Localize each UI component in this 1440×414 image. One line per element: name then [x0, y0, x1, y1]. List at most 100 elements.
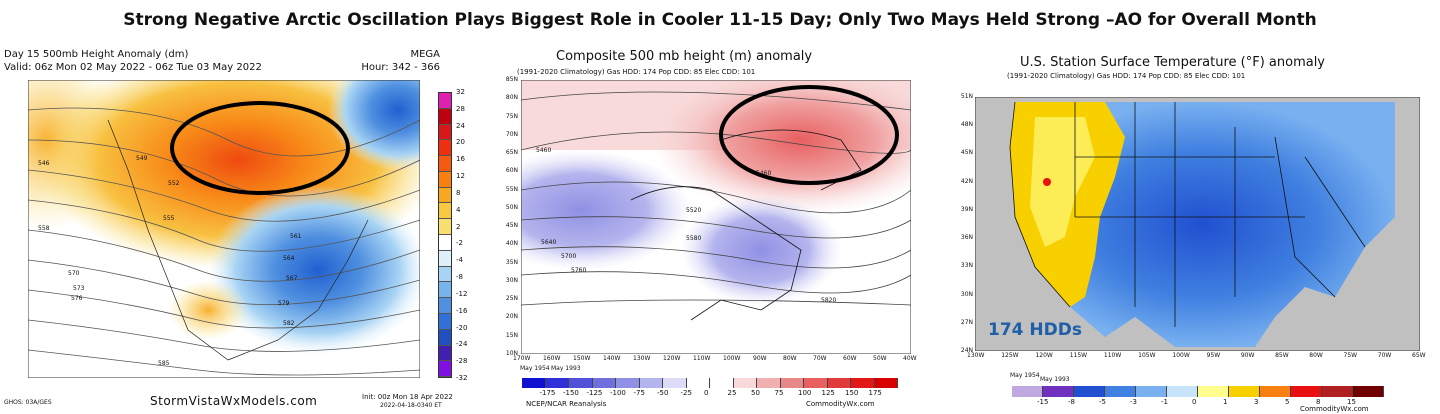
contour-label: 576 — [71, 295, 83, 302]
tick-label: 65W — [1412, 352, 1426, 359]
tick-label: -24 — [456, 340, 468, 349]
tick-label: 175 — [868, 389, 882, 397]
tick-label: 150W — [573, 355, 591, 362]
contour-label: 5520 — [686, 207, 701, 214]
tick-label: 16 — [456, 155, 465, 164]
colorbar-swatch — [804, 378, 828, 388]
tick-label: 33N — [960, 262, 973, 270]
colorbar-swatch — [663, 378, 687, 388]
tick-label: 15 — [1347, 398, 1356, 406]
panel2-year1: May 1954 — [520, 365, 550, 372]
contour-label: 5460 — [756, 170, 771, 177]
panel3-title: U.S. Station Surface Temperature (°F) an… — [1020, 55, 1325, 70]
panel1-valid: Valid: 06z Mon 02 May 2022 - 06z Tue 03 … — [4, 62, 262, 73]
tick-label: 50 — [751, 389, 760, 397]
contour-label: 546 — [38, 160, 50, 167]
tick-label: 100W — [1172, 352, 1190, 359]
colorbar-swatch — [439, 124, 451, 141]
tick-label: 28 — [456, 104, 465, 113]
colorbar-swatch — [1043, 386, 1074, 397]
colorbar-swatch — [639, 378, 663, 388]
tick-label: 80W — [1309, 352, 1323, 359]
colorbar-swatch — [780, 378, 804, 388]
tick-label: 48N — [960, 121, 973, 129]
colorbar-swatch — [569, 378, 593, 388]
tick-label: 25 — [727, 389, 737, 397]
colorbar-swatch — [439, 250, 451, 267]
colorbar-swatch — [1322, 386, 1353, 397]
tick-label: 4 — [456, 205, 461, 214]
colorbar-swatch — [439, 140, 451, 157]
tick-label: 30N — [960, 290, 973, 298]
panel3-colorbar — [1012, 386, 1384, 397]
colorbar-swatch — [1136, 386, 1167, 397]
contour-label: 573 — [73, 285, 85, 292]
colorbar-swatch — [1012, 386, 1043, 397]
colorbar-swatch — [757, 378, 781, 388]
panel3-map — [975, 97, 1420, 351]
colorbar-swatch — [827, 378, 851, 388]
colorbar-swatch — [874, 378, 898, 388]
tick-label: -28 — [456, 357, 468, 366]
tick-label: 32 — [456, 88, 465, 96]
colorbar-swatch — [439, 187, 451, 204]
panel1-footer-stamp: 2022-04-18-0340 ET — [380, 402, 442, 409]
tick-label: 0 — [1192, 398, 1197, 406]
tick-label: 80W — [783, 355, 797, 362]
tick-label: 10N — [505, 350, 518, 357]
tick-label: -32 — [456, 374, 468, 382]
tick-label: 125W — [1001, 352, 1019, 359]
tick-label: 20N — [505, 313, 518, 321]
contour-label: 5580 — [686, 235, 701, 242]
tick-label: 160W — [543, 355, 561, 362]
tick-label: -8 — [456, 273, 463, 282]
contour-label: 570 — [68, 270, 80, 277]
colorbar-swatch — [439, 108, 451, 125]
tick-label: 120W — [663, 355, 681, 362]
tick-label: 36N — [960, 234, 973, 242]
colorbar-swatch — [545, 378, 569, 388]
tick-label: 8 — [1316, 398, 1321, 406]
panel3-year2: May 1993 — [1040, 376, 1070, 383]
tick-label: 0 — [704, 389, 709, 397]
colorbar-swatch — [686, 378, 710, 388]
tick-label: 55N — [505, 185, 518, 193]
contour-label: 561 — [290, 233, 302, 240]
tick-label: 150 — [845, 389, 859, 397]
contour-label: 558 — [38, 225, 50, 232]
colorbar-swatch — [522, 378, 546, 388]
tick-label: 85N — [505, 76, 518, 83]
tick-label: 60W — [843, 355, 857, 362]
colorbar-swatch — [1291, 386, 1322, 397]
panel1-footer-left: GHOS: 03A/GES — [4, 399, 52, 406]
tick-label: 12 — [456, 172, 465, 181]
panel2-map: 5460 5520 5580 5640 5700 5760 5820 5460 — [521, 80, 911, 354]
tick-label: 140W — [603, 355, 621, 362]
tick-label: -50 — [657, 389, 669, 397]
tick-label: 110W — [1103, 352, 1122, 359]
panel3-subtitle: (1991-2020 Climatology) Gas HDD: 174 Pop… — [1007, 72, 1246, 80]
tick-label: 51N — [960, 93, 973, 100]
panel3-colorbar-ticks: -15 -8 -5 -3 -1 0 1 3 5 8 15 — [1012, 398, 1384, 406]
tick-label: 3 — [1254, 398, 1259, 406]
panel3-footer-right: CommodityWx.com — [1300, 405, 1369, 413]
colorbar-swatch — [439, 266, 451, 283]
tick-label: -125 — [586, 389, 603, 397]
tick-label: 75 — [774, 389, 784, 397]
tick-label: -2 — [456, 239, 463, 248]
contour-label: 567 — [286, 275, 298, 282]
colorbar-swatch — [439, 298, 451, 314]
panel2-title: Composite 500 mb height (m) anomaly — [556, 49, 813, 64]
tick-label: 115W — [1069, 352, 1088, 359]
colorbar-swatch — [439, 171, 451, 188]
panel2-colorbar — [522, 378, 898, 388]
tick-label: 110W — [693, 355, 711, 362]
tick-label: -175 — [539, 389, 556, 397]
tick-label: 42N — [960, 177, 973, 185]
contour-label: 5820 — [821, 297, 836, 304]
tick-label: 130W — [633, 355, 651, 362]
colorbar-swatch — [1105, 386, 1136, 397]
tick-label: 80N — [505, 94, 518, 102]
panel3-lat-axis: 51N 48N 45N 42N 39N 36N 33N 30N 27N 24N — [955, 93, 975, 354]
tick-label: 24N — [960, 347, 973, 354]
